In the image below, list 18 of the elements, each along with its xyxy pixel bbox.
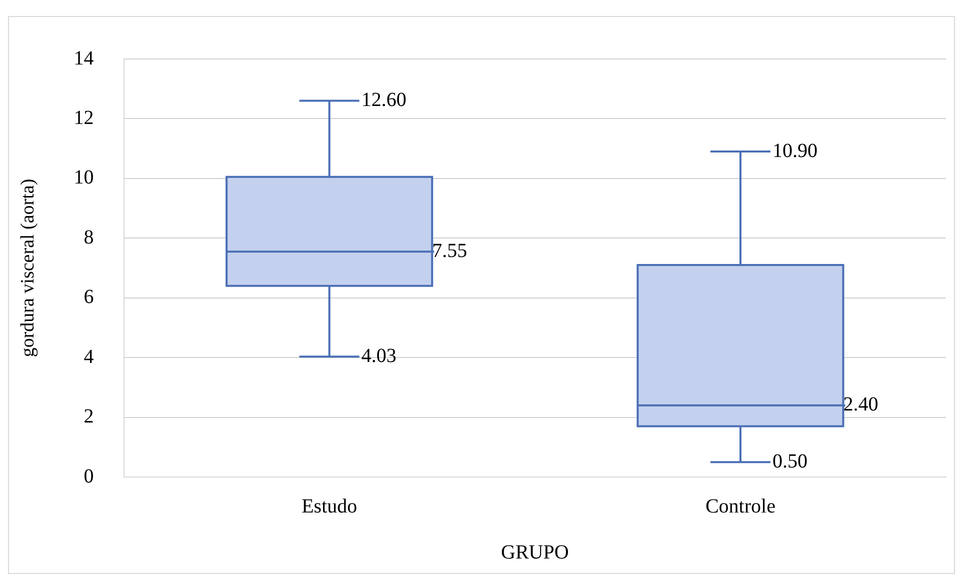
y-tick-label: 6 bbox=[84, 286, 94, 308]
y-tick-label: 0 bbox=[84, 465, 94, 488]
y-tick-label: 14 bbox=[74, 47, 94, 70]
x-axis-title: GRUPO bbox=[501, 541, 569, 564]
y-tick-label: 12 bbox=[74, 106, 94, 129]
x-tick-label: Controle bbox=[705, 495, 776, 518]
y-tick-label: 2 bbox=[84, 406, 94, 428]
y-tick-label: 8 bbox=[84, 226, 94, 248]
y-tick-label: 4 bbox=[84, 346, 94, 368]
annotation: 4.03 bbox=[361, 344, 396, 367]
annotation: 0.50 bbox=[772, 450, 808, 472]
y-tick-label: 10 bbox=[74, 166, 94, 189]
annotation: 12.60 bbox=[361, 89, 406, 112]
y-axis-title: gordura visceral (aorta) bbox=[17, 178, 38, 358]
annotation: 10.90 bbox=[772, 140, 818, 162]
annotation: 2.40 bbox=[843, 394, 878, 416]
annotation: 7.55 bbox=[432, 240, 468, 262]
x-tick-label: Estudo bbox=[302, 495, 358, 518]
